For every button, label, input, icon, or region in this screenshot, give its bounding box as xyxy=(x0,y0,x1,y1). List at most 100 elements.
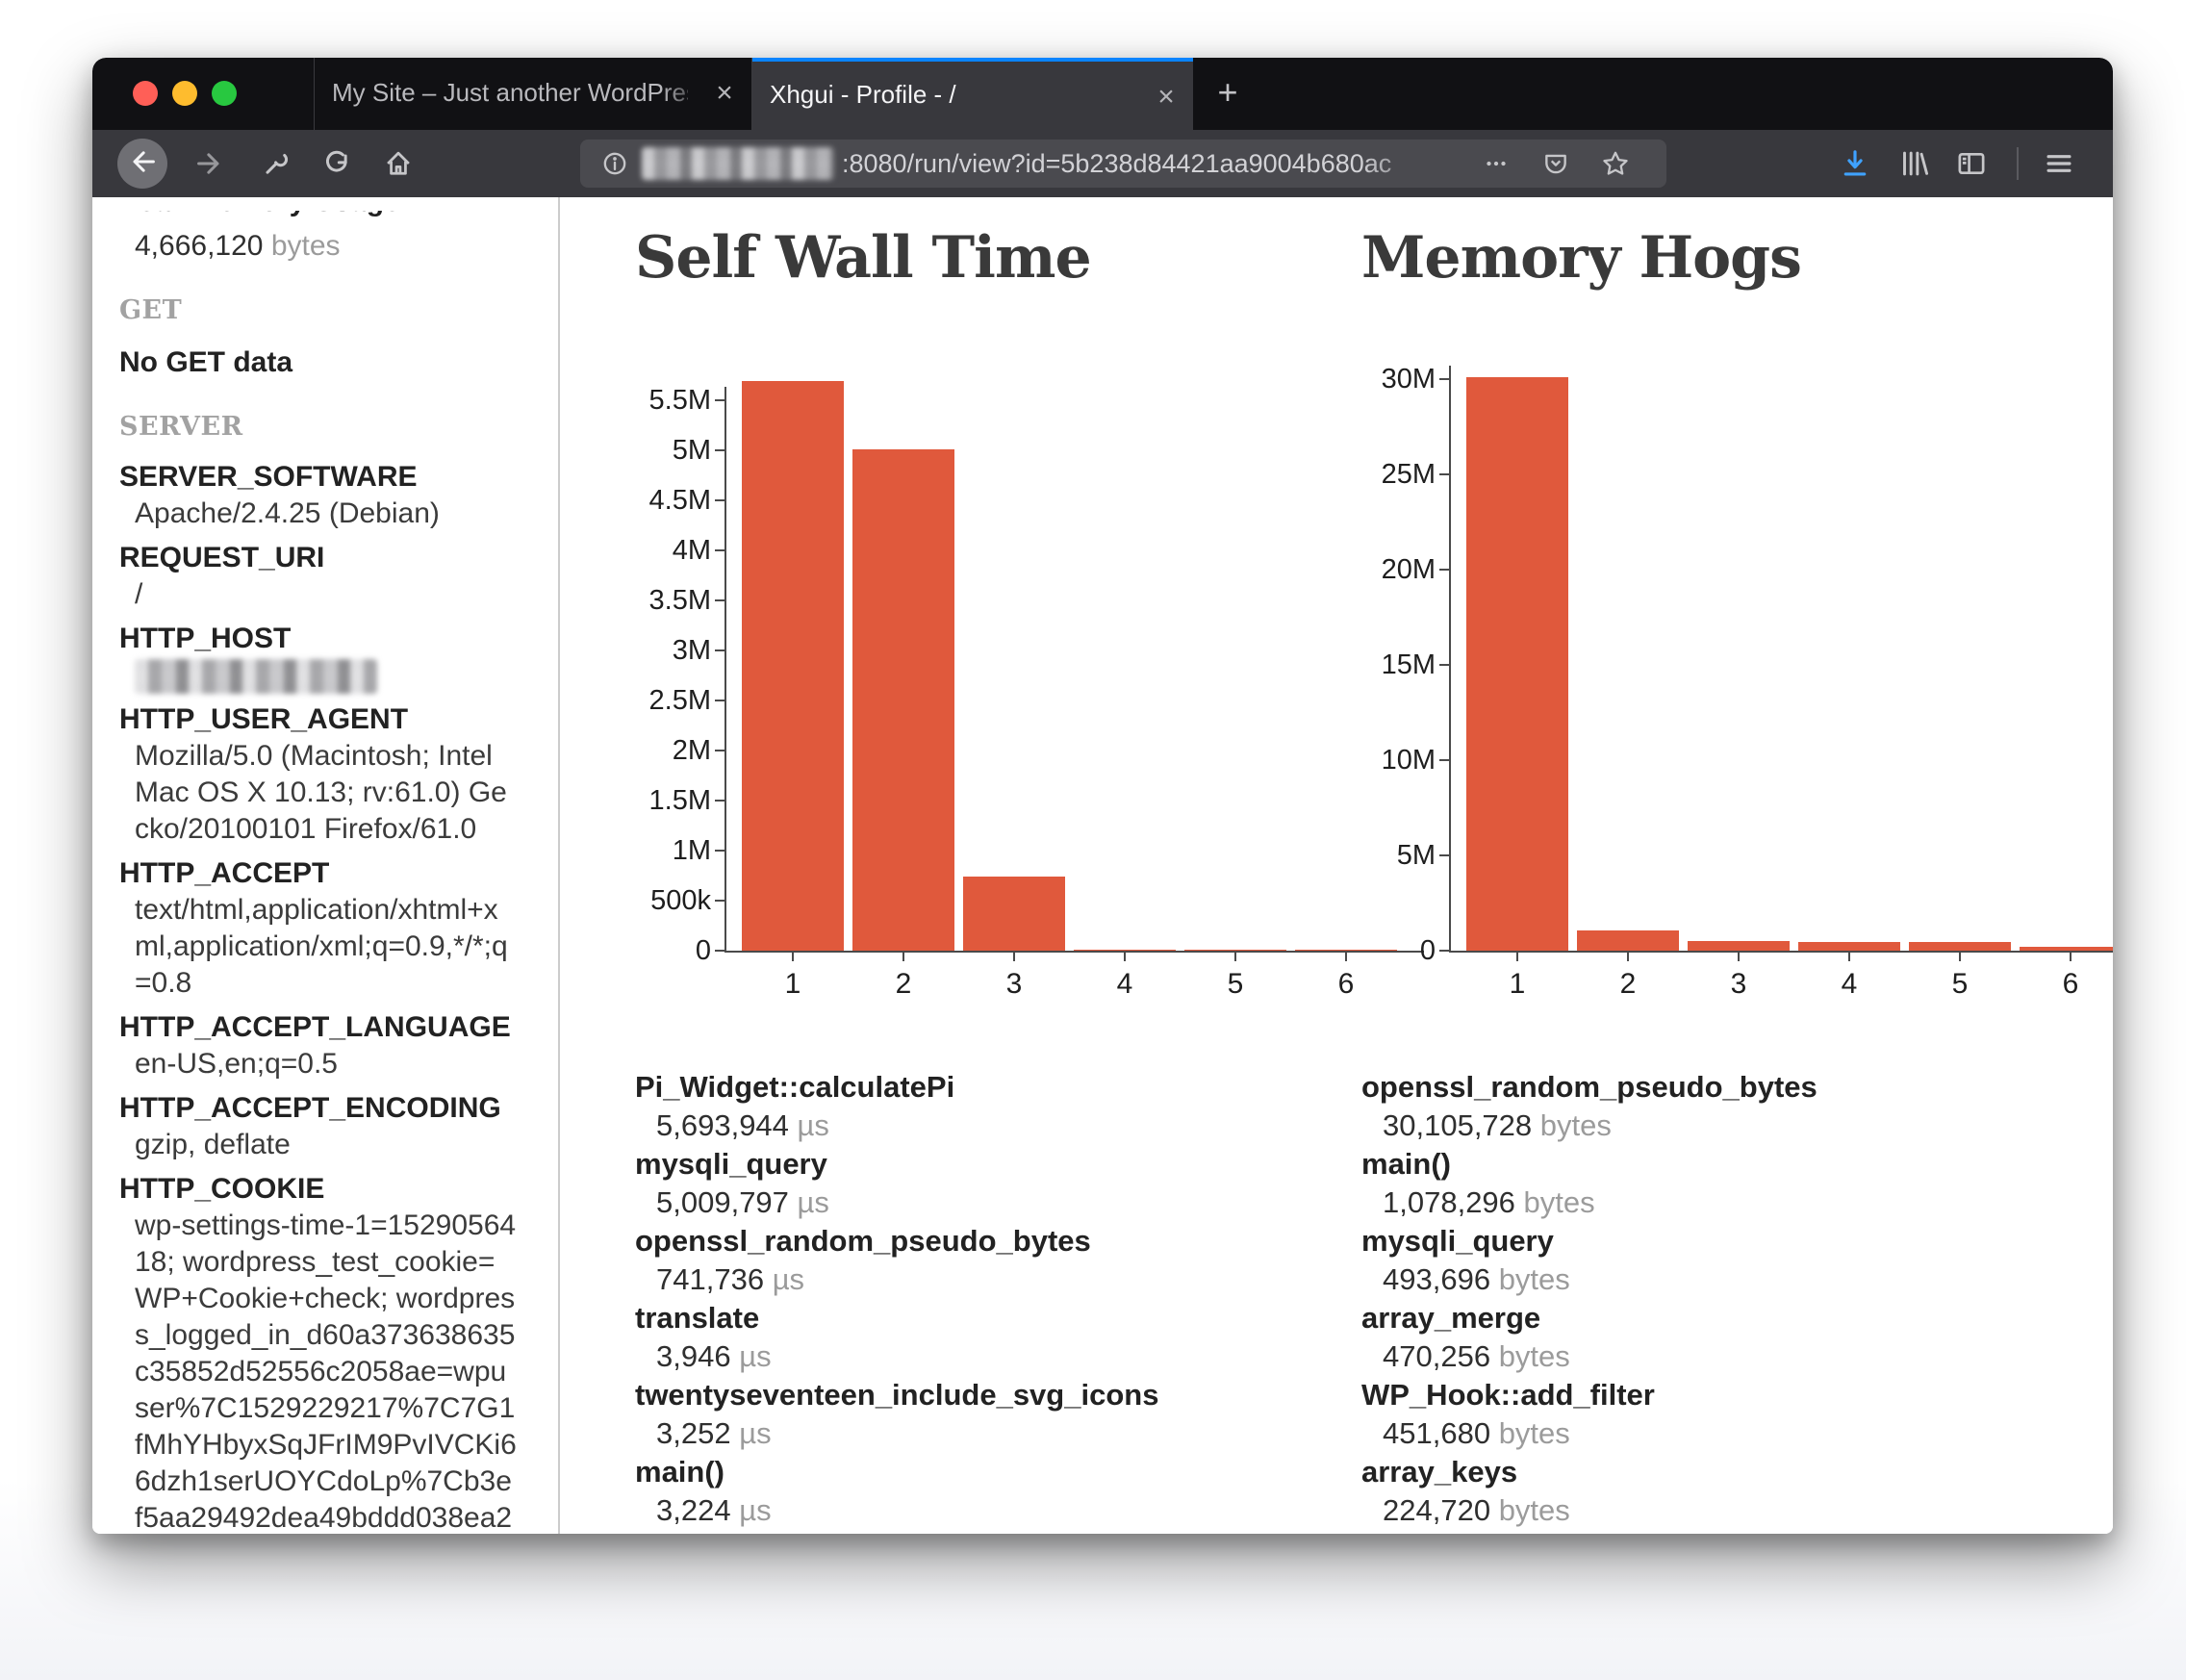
pocket-icon[interactable] xyxy=(1535,142,1577,185)
server-value: en-US,en;q=0.5 xyxy=(135,1048,338,1080)
value-number: 5,693,944 xyxy=(656,1108,789,1142)
x-tick xyxy=(1738,953,1740,961)
x-tick-label: 4 xyxy=(1841,968,1858,1000)
run-details-sidebar: Peak Memory Usage 4,666,120 bytes GET No… xyxy=(92,197,560,1534)
server-value: gzip, deflate xyxy=(135,1129,291,1160)
minimize-window-button[interactable] xyxy=(172,81,197,106)
close-tab-icon[interactable]: × xyxy=(1157,81,1175,113)
value-unit: µs xyxy=(739,1339,772,1373)
url-text[interactable]: :8080/run/view?id=5b238d84421aa9004b680a… xyxy=(842,149,1392,178)
function-value: 451,680 bytes xyxy=(1361,1414,2073,1453)
tab-wordpress-site[interactable]: My Site – Just another WordPress si × xyxy=(314,58,752,130)
back-button[interactable] xyxy=(117,139,167,189)
y-tick-label: 1M xyxy=(672,835,711,866)
forward-button[interactable] xyxy=(189,142,231,185)
profile-charts-area: Self Wall Time Memory Hogs Pi_Widget::ca… xyxy=(560,197,2113,1534)
navigation-toolbar: :8080/run/view?id=5b238d84421aa9004b680a… xyxy=(92,130,2113,197)
value-number: 3,252 xyxy=(656,1416,731,1450)
bar[interactable] xyxy=(1577,930,1679,951)
x-tick xyxy=(2070,953,2072,961)
server-value xyxy=(135,659,518,694)
bar[interactable] xyxy=(1295,950,1397,951)
value-number: 470,256 xyxy=(1383,1339,1491,1373)
list-item: WP_Hook::add_filter 451,680 bytes xyxy=(1361,1376,2073,1453)
list-item: array_keys 224,720 bytes xyxy=(1361,1453,2073,1530)
bar[interactable] xyxy=(2020,947,2113,951)
value-unit: bytes xyxy=(1498,1416,1570,1450)
truncated-row: Peak Memory Usage xyxy=(119,211,541,222)
bar[interactable] xyxy=(852,449,954,951)
y-tick-label: 0 xyxy=(695,935,711,966)
page-info-icon[interactable] xyxy=(594,142,636,185)
server-value: Apache/2.4.25 (Debian) xyxy=(135,497,440,529)
value-unit: µs xyxy=(739,1416,772,1450)
reload-button[interactable] xyxy=(316,142,358,185)
xhprof-wrench-button[interactable] xyxy=(254,142,296,185)
value-unit: bytes xyxy=(1498,1262,1570,1296)
close-window-button[interactable] xyxy=(133,81,158,106)
new-tab-button[interactable]: + xyxy=(1217,72,1238,112)
url-text-fade xyxy=(1360,140,1465,188)
library-icon xyxy=(1896,147,1929,180)
downloads-button[interactable] xyxy=(1834,142,1876,185)
server-key: HTTP_ACCEPT_LANGUAGE xyxy=(119,1011,511,1043)
tab-title: Xhgui - Profile - / xyxy=(770,80,956,109)
server-variables-list: SERVER_SOFTWARE Apache/2.4.25 (Debian) REQ… xyxy=(119,459,541,1534)
y-tick xyxy=(1439,569,1449,571)
function-value: 741,736 µs xyxy=(635,1260,1347,1299)
page-actions-dots-icon[interactable] xyxy=(1475,142,1517,185)
close-tab-icon[interactable]: × xyxy=(716,77,733,109)
y-tick-label: 1.5M xyxy=(648,785,711,816)
library-button[interactable] xyxy=(1892,142,1934,185)
wall-time-function-list: Pi_Widget::calculatePi 5,693,944 µs mysqli… xyxy=(635,1068,1347,1530)
zoom-window-button[interactable] xyxy=(212,81,237,106)
y-tick-label: 4M xyxy=(672,535,711,566)
hamburger-menu-icon xyxy=(2043,147,2075,180)
list-item: main() 3,224 µs xyxy=(635,1453,1347,1530)
value-number: 224,720 xyxy=(1383,1493,1491,1527)
x-tick-label: 5 xyxy=(1227,968,1244,1000)
y-tick-label: 2.5M xyxy=(648,685,711,716)
y-tick-label: 30M xyxy=(1381,364,1436,395)
y-tick xyxy=(715,850,724,852)
x-tick-label: 2 xyxy=(895,968,912,1000)
tab-xhgui-profile[interactable]: Xhgui - Profile - / × xyxy=(752,58,1193,130)
function-name: openssl_random_pseudo_bytes xyxy=(635,1224,1091,1258)
home-button[interactable] xyxy=(377,142,419,185)
bar[interactable] xyxy=(742,381,844,951)
bookmark-star-icon[interactable] xyxy=(1594,142,1637,185)
bar[interactable] xyxy=(1798,942,1900,951)
peak-memory-value: 4,666,120 bytes xyxy=(135,230,341,262)
x-axis-line xyxy=(1449,951,2113,953)
y-tick-label: 5M xyxy=(1396,840,1436,871)
page-content: Peak Memory Usage 4,666,120 bytes GET No… xyxy=(92,197,2113,1534)
bar[interactable] xyxy=(1909,942,2011,951)
server-section-heading: SERVER xyxy=(119,412,243,442)
x-tick xyxy=(1848,953,1850,961)
y-tick-label: 20M xyxy=(1381,554,1436,585)
bar[interactable] xyxy=(1074,950,1176,951)
y-tick xyxy=(1439,473,1449,475)
function-name: main() xyxy=(1361,1147,1451,1181)
url-bar[interactable]: :8080/run/view?id=5b238d84421aa9004b680a… xyxy=(580,140,1666,188)
bar[interactable] xyxy=(1184,950,1286,951)
function-name: translate xyxy=(635,1301,760,1335)
y-tick-label: 10M xyxy=(1381,745,1436,776)
menu-button[interactable] xyxy=(2038,142,2080,185)
x-tick-label: 6 xyxy=(1337,968,1355,1000)
y-tick xyxy=(1439,854,1449,856)
list-item: openssl_random_pseudo_bytes 30,105,728 by… xyxy=(1361,1068,2073,1145)
bar[interactable] xyxy=(1466,377,1568,951)
list-item: mysqli_query 5,009,797 µs xyxy=(635,1145,1347,1222)
blurred-host-value xyxy=(135,659,377,694)
sidebars-button[interactable] xyxy=(1950,142,1993,185)
function-name: twentyseventeen_include_svg_icons xyxy=(635,1378,1159,1412)
bar[interactable] xyxy=(1688,941,1790,951)
x-tick xyxy=(1516,953,1518,961)
no-get-data-label: No GET data xyxy=(119,346,293,378)
tab-title-fade xyxy=(661,58,705,130)
y-tick xyxy=(715,649,724,651)
bar[interactable] xyxy=(963,877,1065,951)
function-value: 470,256 bytes xyxy=(1361,1337,2073,1376)
